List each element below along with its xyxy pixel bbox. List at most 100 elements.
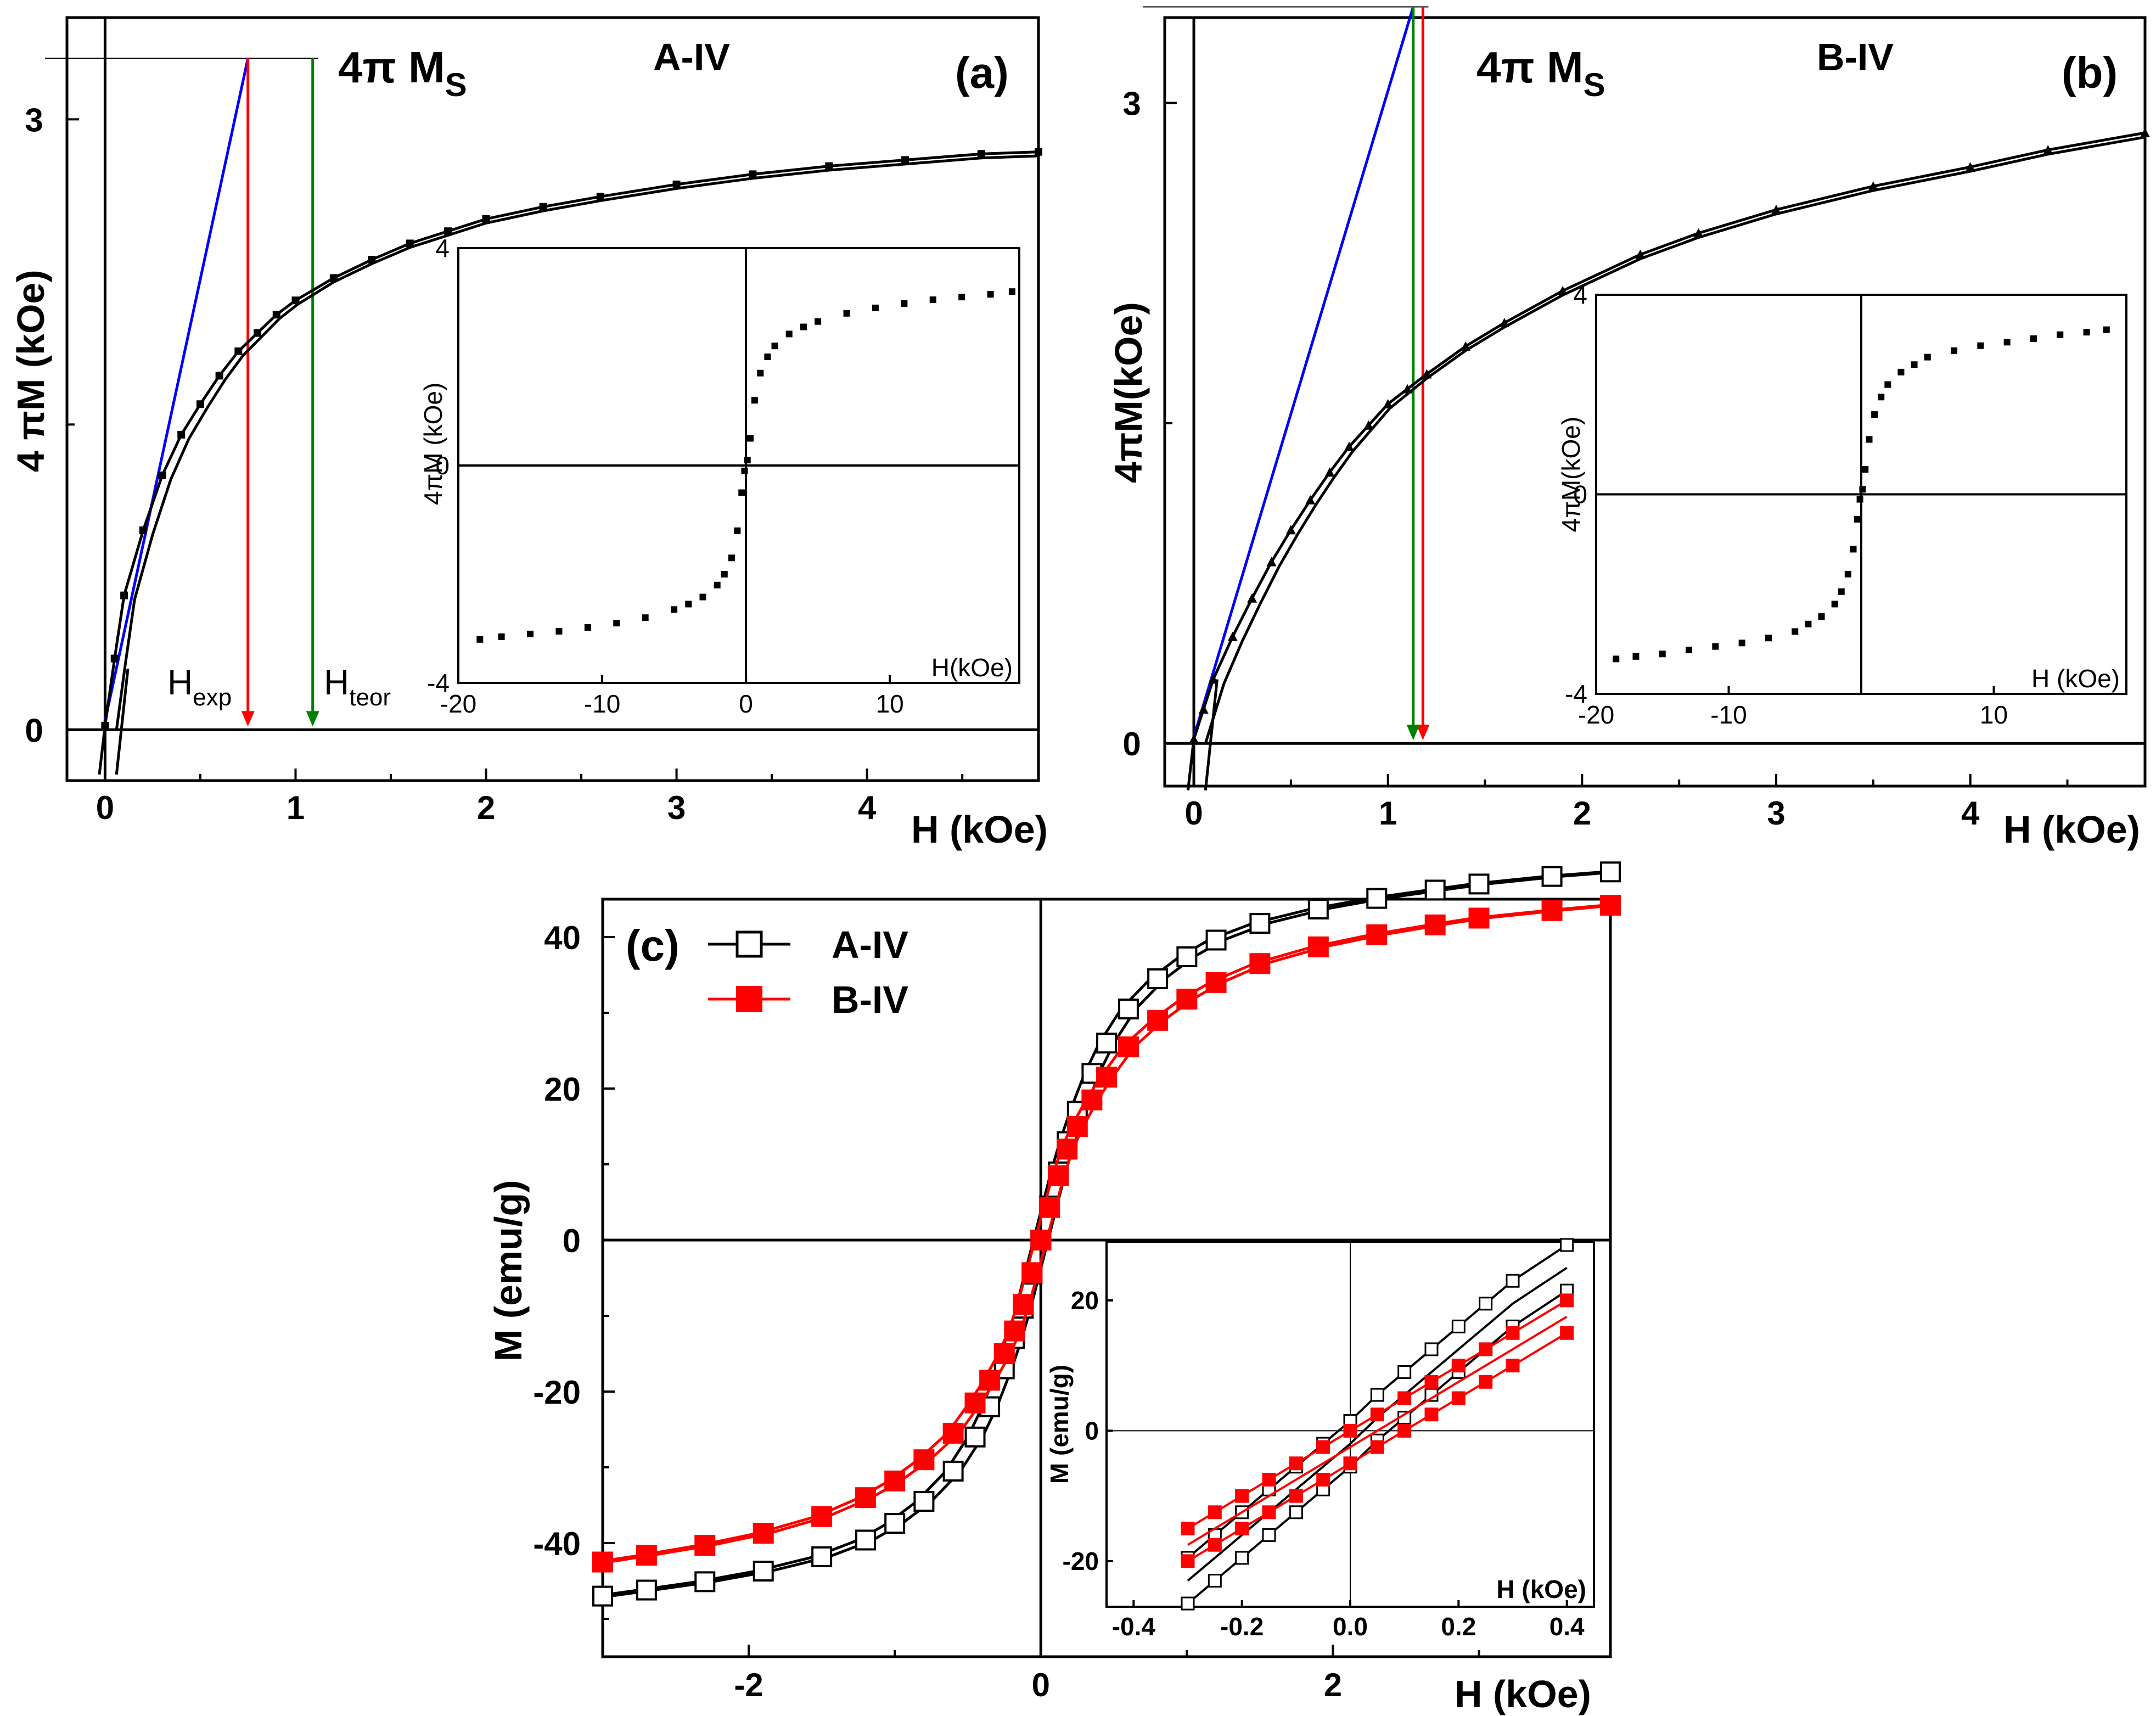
panel-b-inset-point: [1765, 635, 1772, 642]
panel-a-inset-point: [751, 397, 758, 404]
panel-c-inset-a-iv-point: [1262, 1528, 1276, 1542]
panel-b-inset-xtick-label: 10: [1980, 700, 2008, 729]
panel-a-inset-point: [1008, 288, 1015, 295]
panel-c-ytick-label: 40: [544, 919, 581, 956]
panel-c-ytick-label: -40: [533, 1526, 581, 1562]
panel-b-chart: (b) B-IV 4π MS H (kOe) 4πM(kOe) 0 1 2 3 4 0 3 -…: [1107, 6, 2150, 851]
panel-c-b-iv-point: [1307, 936, 1329, 957]
panel-a-inset-point: [987, 291, 994, 298]
panel-c-a-iv-point: [913, 1491, 935, 1512]
panel-b-point: [1422, 369, 1432, 379]
panel-c-b-iv-point: [1021, 1262, 1043, 1283]
panel-c-inset-b-iv-point: [1370, 1407, 1384, 1422]
panel-b-point: [1266, 557, 1277, 567]
panel-b-inset-point: [1911, 361, 1918, 368]
panel-a-point: [482, 215, 490, 223]
panel-c-b-iv-point: [1205, 972, 1227, 993]
panel-c-inset-xtick-label: 0.4: [1549, 1612, 1585, 1641]
panel-c-inset-b-iv-point: [1316, 1472, 1330, 1487]
panel-a-inset-point: [685, 601, 692, 608]
panel-a-point: [444, 227, 452, 235]
panel-c-a-iv-point: [1307, 898, 1329, 919]
panel-b-point: [1868, 181, 1878, 191]
panel-a-chart: (a) A-IV 4π MS H (kOe) 4 πM (kOe) Hexp H…: [9, 16, 1048, 851]
panel-c-inset-a-iv-point: [1370, 1388, 1384, 1402]
panel-a-inset-point: [901, 300, 908, 307]
panel-a-inset-point: [527, 630, 534, 637]
panel-a-point: [158, 472, 166, 479]
panel-b-inset-xtick-label: -10: [1710, 700, 1747, 729]
panel-c-b-iv-point: [1468, 907, 1490, 929]
panel-c-inset-b-iv-point: [1343, 1423, 1357, 1438]
panel-b-ytick-label: 0: [1122, 726, 1141, 762]
panel-a-inset-point: [741, 467, 748, 474]
panel-b-label: (b): [2062, 48, 2118, 97]
panel-a-point: [825, 162, 833, 170]
panel-b-inset-ytick-label: -4: [1565, 680, 1587, 708]
panel-b-inset-point: [1818, 613, 1825, 620]
panel-b-point: [1285, 525, 1296, 535]
panel-b-inset-ylabel: 4πM(kOe): [1557, 417, 1585, 532]
panel-c-a-iv-point: [1249, 913, 1271, 934]
panel-b-inset-xlabel: H (kOe): [2031, 664, 2120, 693]
panel-b-inset-point: [1862, 466, 1869, 473]
panel-b-inset-point: [1738, 640, 1745, 647]
panel-a-label: (a): [955, 48, 1009, 97]
panel-b-point: [1499, 318, 1509, 328]
panel-c-ylabel: M (emu/g): [487, 1180, 530, 1361]
panel-c-inset-ytick-label: -20: [1063, 1547, 1099, 1575]
panel-c-b-iv-point: [636, 1545, 657, 1566]
panel-b-point: [1189, 734, 1199, 744]
panel-a-sample: A-IV: [653, 36, 730, 78]
panel-c-a-iv-point: [1147, 968, 1169, 989]
panel-a-inset-point: [642, 614, 649, 621]
panel-a-frame: [65, 16, 1040, 782]
panel-b-inset-point: [1632, 653, 1640, 660]
panel-a-point: [596, 193, 604, 201]
panel-c-a-iv-point: [753, 1561, 774, 1582]
panel-c-inset-a-iv-point: [1289, 1505, 1303, 1519]
panel-c-inset-b-iv-point: [1560, 1326, 1574, 1340]
panel-a-xtick-label: 0: [96, 789, 114, 826]
panel-c-inset-b-iv-point: [1424, 1407, 1439, 1422]
panel-c-b-iv-point: [753, 1523, 774, 1544]
panel-a-point: [901, 156, 909, 164]
panel-a-point: [749, 170, 757, 178]
panel-c-a-iv-point: [1096, 1033, 1117, 1054]
panel-b-xtick-label: 3: [1767, 795, 1785, 832]
panel-c-ytick-label: 20: [544, 1071, 581, 1108]
panel-a-inset-point: [498, 633, 505, 640]
panel-a-point: [672, 180, 681, 188]
panel-b-inset-point: [2030, 335, 2037, 342]
panel-b-curve-branch: [1204, 136, 2146, 744]
panel-c-a-iv-point: [636, 1579, 657, 1601]
panel-b-tangent: [1191, 6, 1415, 744]
panel-b-point: [2043, 145, 2053, 155]
panel-b-inset-point: [1977, 342, 1984, 349]
panel-c-xtick-label: 0: [1032, 1667, 1050, 1703]
panel-c-a-iv-point: [694, 1571, 716, 1592]
panel-c-inset-a-iv-point: [1506, 1274, 1520, 1288]
panel-b-point: [1771, 205, 1782, 214]
panel-c-inset-xtick-label: 0.2: [1441, 1612, 1476, 1641]
panel-c-b-iv-point: [1030, 1230, 1052, 1250]
panel-a-xtick-label: 3: [667, 789, 686, 826]
panel-b-curve-tail: [1204, 679, 1219, 791]
panel-c-b-iv-point: [1057, 1139, 1078, 1160]
panel-c-inset-b-iv-point: [1262, 1472, 1276, 1487]
panel-b-inset-point: [2057, 331, 2064, 338]
panel-c-inset-b-iv-point: [1262, 1505, 1276, 1519]
panel-c-inset-b-iv-point: [1397, 1423, 1412, 1438]
panel-c-b-iv-point: [979, 1370, 1001, 1391]
panel-c-a-iv-point: [1205, 929, 1227, 951]
panel-a-inset-point: [721, 571, 728, 577]
panel-a-tangent: [102, 58, 250, 730]
panel-a-inset-xtick-label: 0: [739, 689, 753, 718]
panel-c-inset-b-iv-point: [1235, 1522, 1249, 1535]
panel-a-inset-point: [872, 304, 879, 311]
panel-c-b-iv-point: [1096, 1067, 1117, 1088]
panel-c-a-iv-point: [592, 1585, 613, 1607]
panel-b-point: [1324, 467, 1335, 477]
panel-a-point: [977, 150, 985, 158]
panel-a-point: [177, 430, 186, 439]
